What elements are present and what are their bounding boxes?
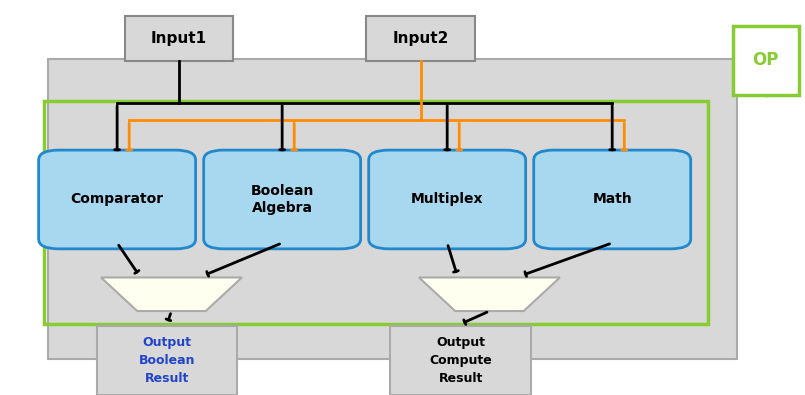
Text: Input2: Input2 — [392, 31, 449, 46]
Text: Comparator: Comparator — [71, 192, 163, 207]
FancyBboxPatch shape — [534, 150, 691, 249]
FancyBboxPatch shape — [97, 326, 237, 395]
FancyBboxPatch shape — [48, 59, 737, 359]
Text: OP: OP — [753, 51, 778, 69]
Polygon shape — [419, 277, 560, 311]
Text: Output
Compute
Result: Output Compute Result — [430, 336, 492, 385]
Polygon shape — [101, 277, 242, 311]
FancyBboxPatch shape — [39, 150, 196, 249]
Text: Output
Boolean
Result: Output Boolean Result — [138, 336, 196, 385]
Text: Input1: Input1 — [151, 31, 207, 46]
FancyBboxPatch shape — [390, 326, 531, 395]
FancyBboxPatch shape — [204, 150, 361, 249]
Text: Multiplex: Multiplex — [411, 192, 484, 207]
Text: Math: Math — [592, 192, 632, 207]
FancyBboxPatch shape — [366, 16, 475, 61]
Text: Boolean
Algebra: Boolean Algebra — [250, 184, 314, 215]
FancyBboxPatch shape — [733, 26, 799, 95]
FancyBboxPatch shape — [125, 16, 233, 61]
FancyBboxPatch shape — [369, 150, 526, 249]
